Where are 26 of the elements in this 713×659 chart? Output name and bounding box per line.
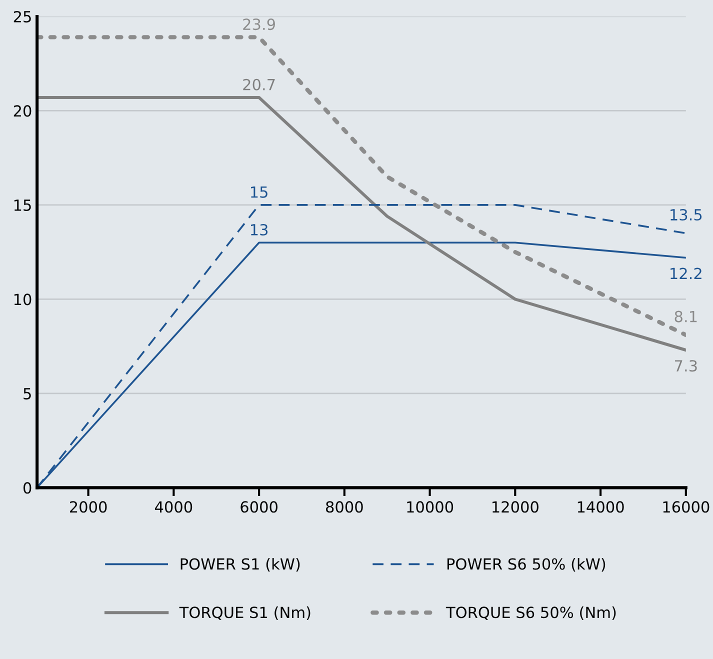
data-label: 7.3 [675, 360, 697, 372]
data-label: 13 [251, 224, 268, 236]
legend-label: TORQUE S6 50% (Nm) [446, 606, 616, 620]
data-label: 20.7 [243, 78, 275, 90]
legend-label: TORQUE S1 (Nm) [179, 606, 310, 620]
y-tick-label: 20 [14, 105, 32, 117]
data-label: 15 [251, 186, 268, 198]
y-tick-label: 10 [14, 294, 32, 306]
x-tick-label: 4000 [154, 501, 192, 513]
y-tick-label: 25 [14, 10, 31, 22]
x-tick-label: 6000 [240, 501, 278, 513]
y-tick-label: 5 [24, 388, 31, 400]
legend-label: POWER S1 (kW) [180, 558, 300, 572]
x-tick-label: 16000 [663, 501, 710, 513]
legend-label: POWER S6 50% (kW) [447, 558, 606, 572]
x-tick-label: 14000 [578, 501, 624, 513]
x-tick-label: 2000 [70, 501, 107, 513]
x-tick-label: 12000 [492, 501, 538, 513]
y-tick-label: 15 [14, 200, 31, 211]
data-label: 8.1 [674, 310, 697, 322]
data-label: 12.2 [670, 268, 702, 280]
x-tick-label: 8000 [326, 501, 363, 513]
y-tick-label: 0 [24, 482, 32, 494]
x-tick-label: 10000 [407, 501, 454, 513]
data-label: 13.5 [670, 208, 702, 221]
data-label: 23.9 [243, 18, 275, 30]
